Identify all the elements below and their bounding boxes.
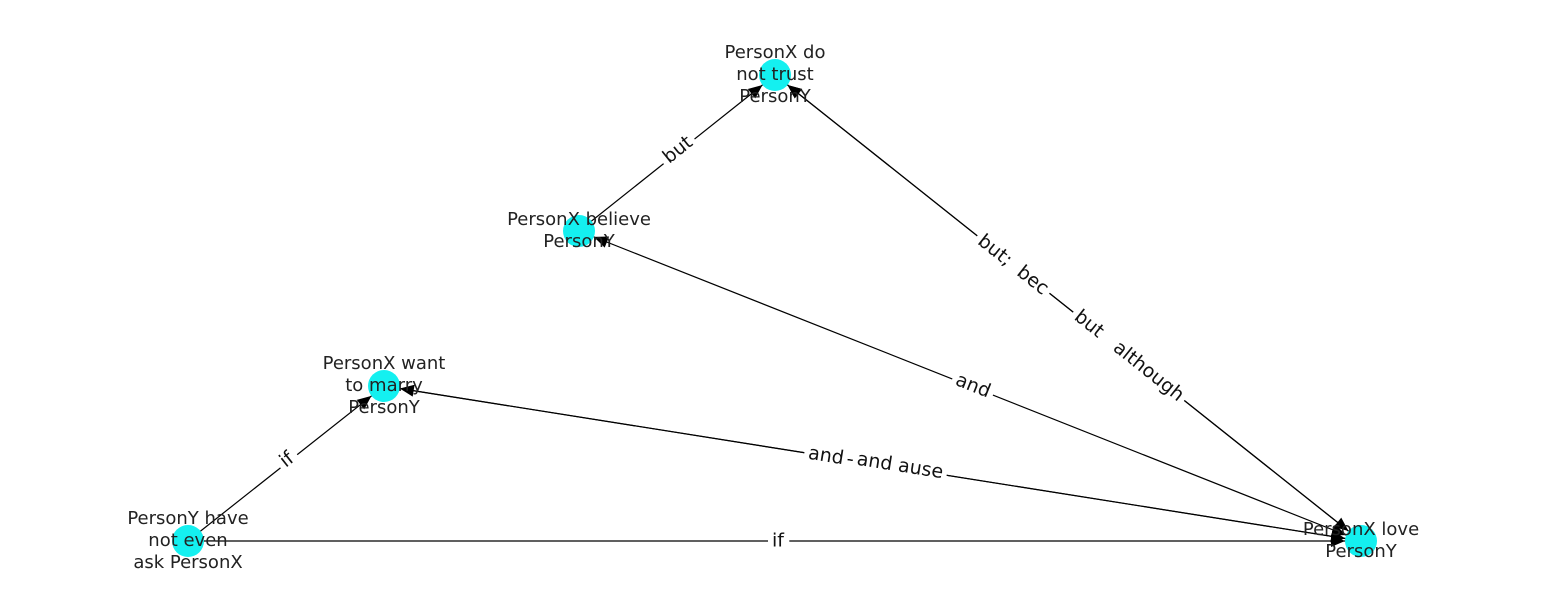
- edge-label-text: if: [772, 530, 785, 552]
- node-label-n_ask: PersonY have not even ask PersonX: [127, 508, 248, 573]
- node-label-line: ask PersonX: [133, 552, 242, 573]
- node-label-line: PersonY have: [127, 508, 248, 529]
- edge-label-2: but although: [1065, 301, 1193, 410]
- edge-label-background: [1065, 301, 1193, 410]
- edge-label-background: [851, 445, 950, 486]
- edges-layer: [187, 74, 1362, 547]
- node-circle-n_marry: [368, 370, 400, 402]
- edge-line-2: [774, 74, 1362, 542]
- edge-label-background: [969, 225, 1058, 304]
- node-circle-n_trust: [759, 59, 791, 91]
- node-circle-n_ask: [172, 525, 204, 557]
- edge-arrowhead-tail-3: [593, 236, 610, 248]
- node-label-line: PersonX want: [323, 353, 446, 374]
- node-label-n_trust: PersonX do not trust PersonY: [725, 42, 826, 107]
- edge-label-text: and: [953, 369, 994, 403]
- node-label-line: to marry: [345, 375, 423, 396]
- edge-arrowhead-tail-5: [399, 384, 415, 397]
- node-circle-n_believe: [563, 215, 595, 247]
- edge-arrowhead-head-0: [747, 84, 763, 99]
- edge-label-background: [270, 442, 304, 476]
- edge-label-5: and: [802, 439, 850, 472]
- node-label-line: PersonX love: [1303, 519, 1419, 540]
- node-label-line: PersonY: [348, 397, 420, 418]
- edge-label-background: [654, 127, 702, 173]
- edge-label-6: and ause: [851, 445, 950, 486]
- node-label-line: PersonX do: [725, 42, 826, 63]
- node-label-line: not trust: [736, 64, 814, 85]
- edge-label-background: [948, 365, 999, 406]
- edge-arrowhead-head-2: [787, 84, 803, 99]
- node-label-line: not even: [148, 530, 227, 551]
- node-label-line: PersonY: [1325, 541, 1397, 562]
- node-circle-n_love: [1345, 525, 1377, 557]
- edge-label-1: but; bec: [969, 225, 1058, 304]
- edge-label-text: but although: [1070, 305, 1188, 406]
- node-label-n_believe: PersonX believe PersonY: [507, 209, 651, 252]
- edge-label-text: but; bec: [974, 230, 1054, 300]
- node-label-n_love: PersonX love PersonY: [1303, 519, 1419, 562]
- node-label-n_marry: PersonX want to marry PersonY: [323, 353, 446, 418]
- node-label-line: PersonY: [543, 231, 615, 252]
- edge-arrowhead-head-7: [1331, 535, 1345, 547]
- edge-label-3: and: [948, 365, 999, 406]
- node-label-line: PersonY: [739, 86, 811, 107]
- node-label-line: PersonX believe: [507, 209, 651, 230]
- edge-label-7: if: [768, 527, 790, 554]
- edge-arrowhead-head-4: [356, 395, 372, 410]
- edge-label-background: [768, 527, 790, 554]
- edge-label-background: [802, 439, 850, 472]
